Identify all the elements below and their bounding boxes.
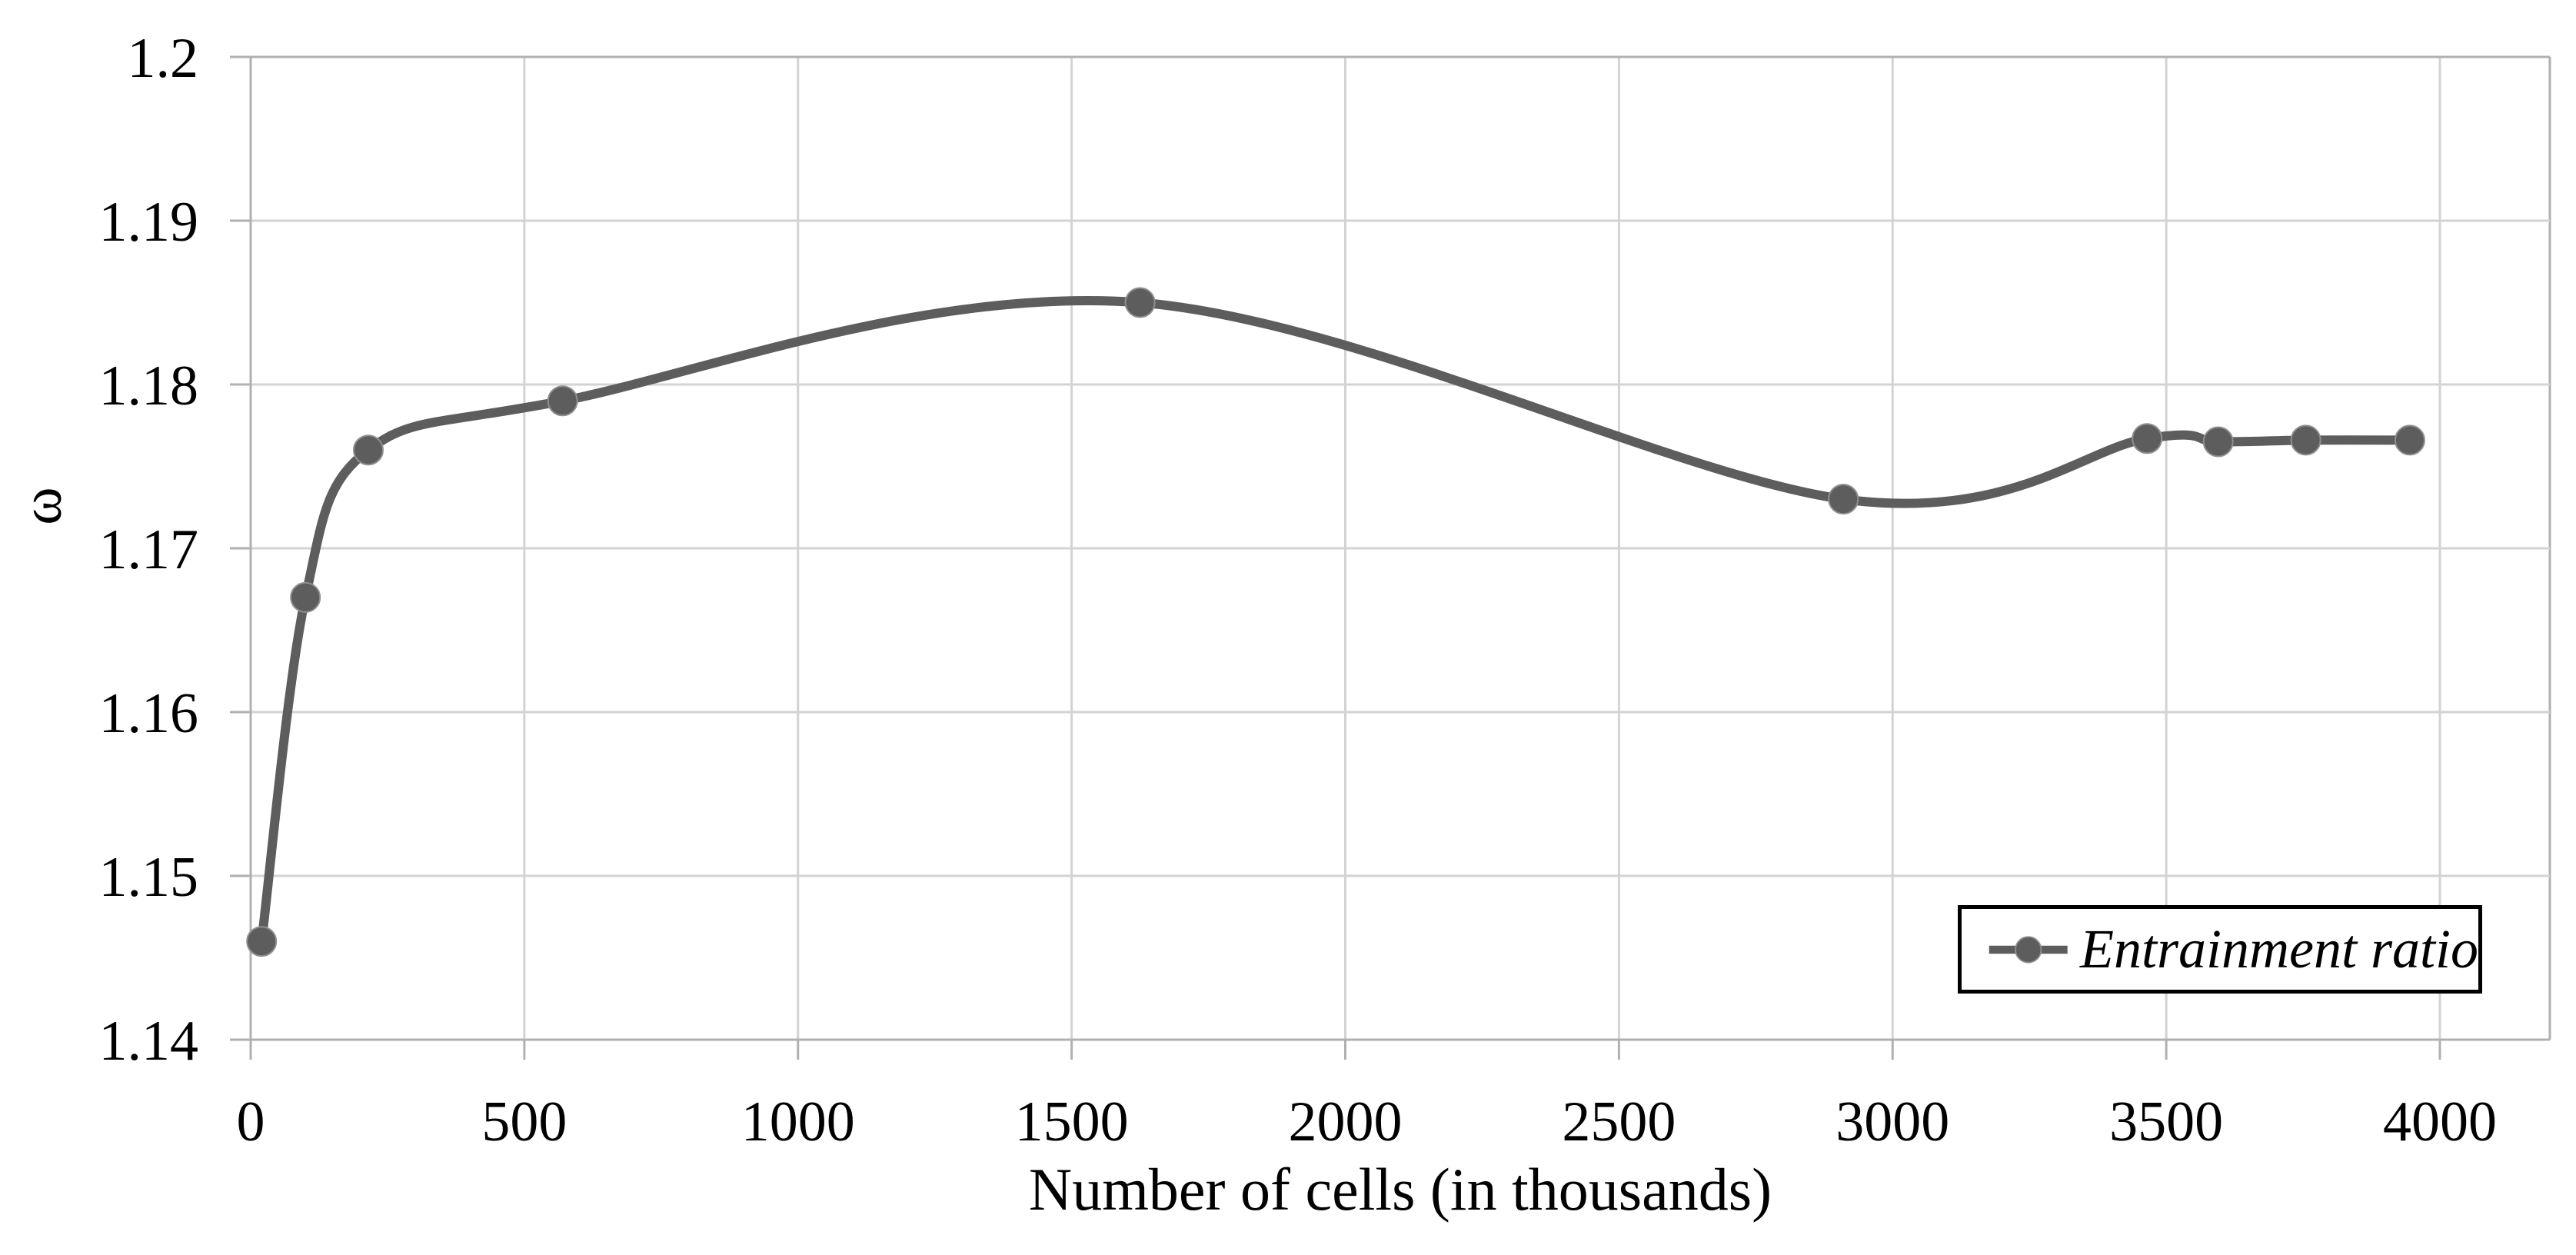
x-tick-label: 3500 [2109,1090,2223,1153]
x-tick-label: 2000 [1289,1090,1403,1153]
data-point-marker [2132,423,2163,454]
x-tick-label: 1500 [1015,1090,1129,1153]
y-tick-label: 1.18 [99,355,199,418]
x-tick-label: 2500 [1562,1090,1676,1153]
y-tick-label: 1.19 [99,191,199,254]
legend-line-marker-icon [1989,935,2068,964]
x-tick-label: 1000 [741,1090,855,1153]
data-point-marker [2394,424,2425,456]
x-tick-label: 3000 [1835,1090,1949,1153]
y-axis-title: ω [10,487,74,525]
x-axis-title: Number of cells (in thousands) [1028,1156,1772,1223]
data-point-marker [353,434,384,466]
data-point-marker [1124,287,1156,318]
legend-label: Entrainment ratio [2080,918,2478,980]
x-tick-label: 4000 [2383,1090,2497,1153]
y-tick-label: 1.2 [128,27,199,90]
data-point-marker [2202,426,2234,458]
x-tick-label: 0 [237,1090,265,1153]
y-tick-label: 1.15 [99,846,199,909]
data-point-marker [290,581,321,613]
series-line [257,295,2415,947]
y-tick-label: 1.14 [99,1010,199,1073]
x-tick-label: 500 [481,1090,567,1153]
data-point-marker [547,385,578,417]
legend: Entrainment ratio [1958,905,2482,994]
data-point-marker [2290,424,2321,456]
data-point-marker [246,926,278,957]
y-tick-label: 1.17 [99,518,199,581]
data-point-marker [1828,484,1859,515]
y-tick-label: 1.16 [99,682,199,745]
